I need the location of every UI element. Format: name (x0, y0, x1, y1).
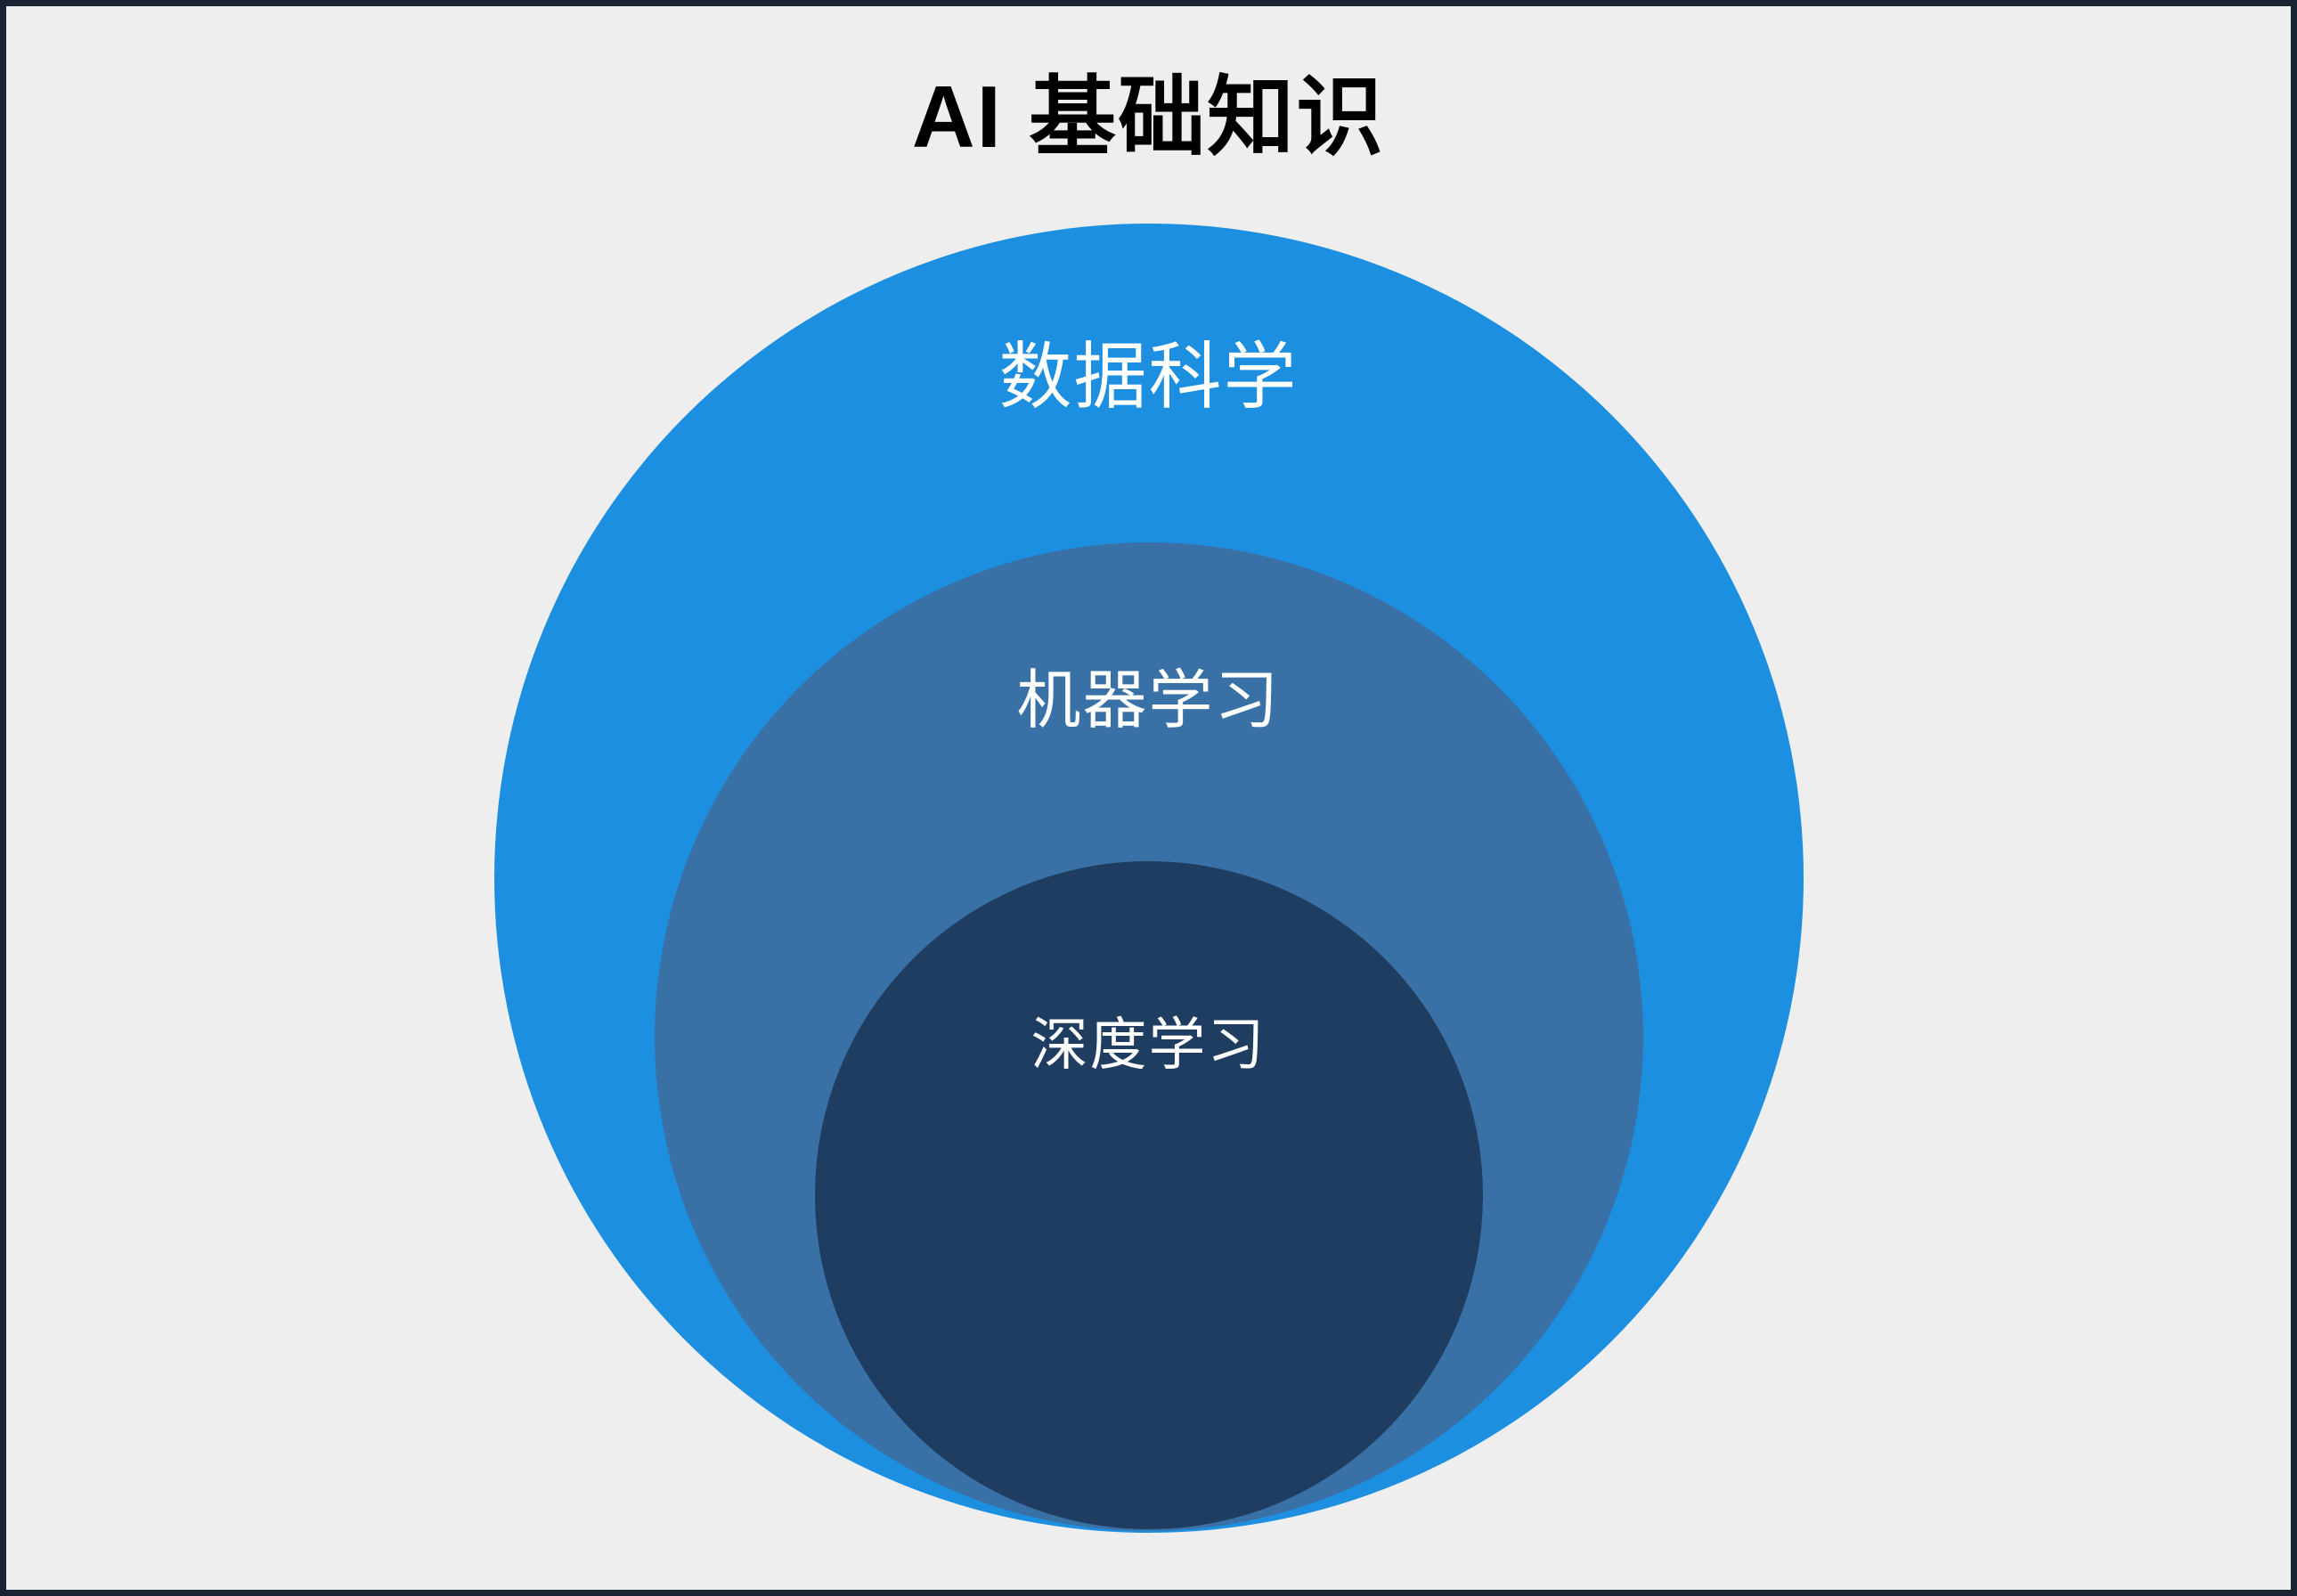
nested-circles-diagram: 数据科学 机器学习 深度学习 (494, 224, 1804, 1533)
label-deep-learning: 深度学习 (1031, 999, 1267, 1081)
diagram-title: AI 基础知识 (912, 46, 1385, 173)
label-machine-learning: 机器学习 (1016, 647, 1280, 741)
circle-deep-learning: 深度学习 (815, 861, 1483, 1529)
diagram-frame: AI 基础知识 数据科学 机器学习 深度学习 (0, 0, 2297, 1596)
label-data-science: 数据科学 (998, 317, 1298, 423)
